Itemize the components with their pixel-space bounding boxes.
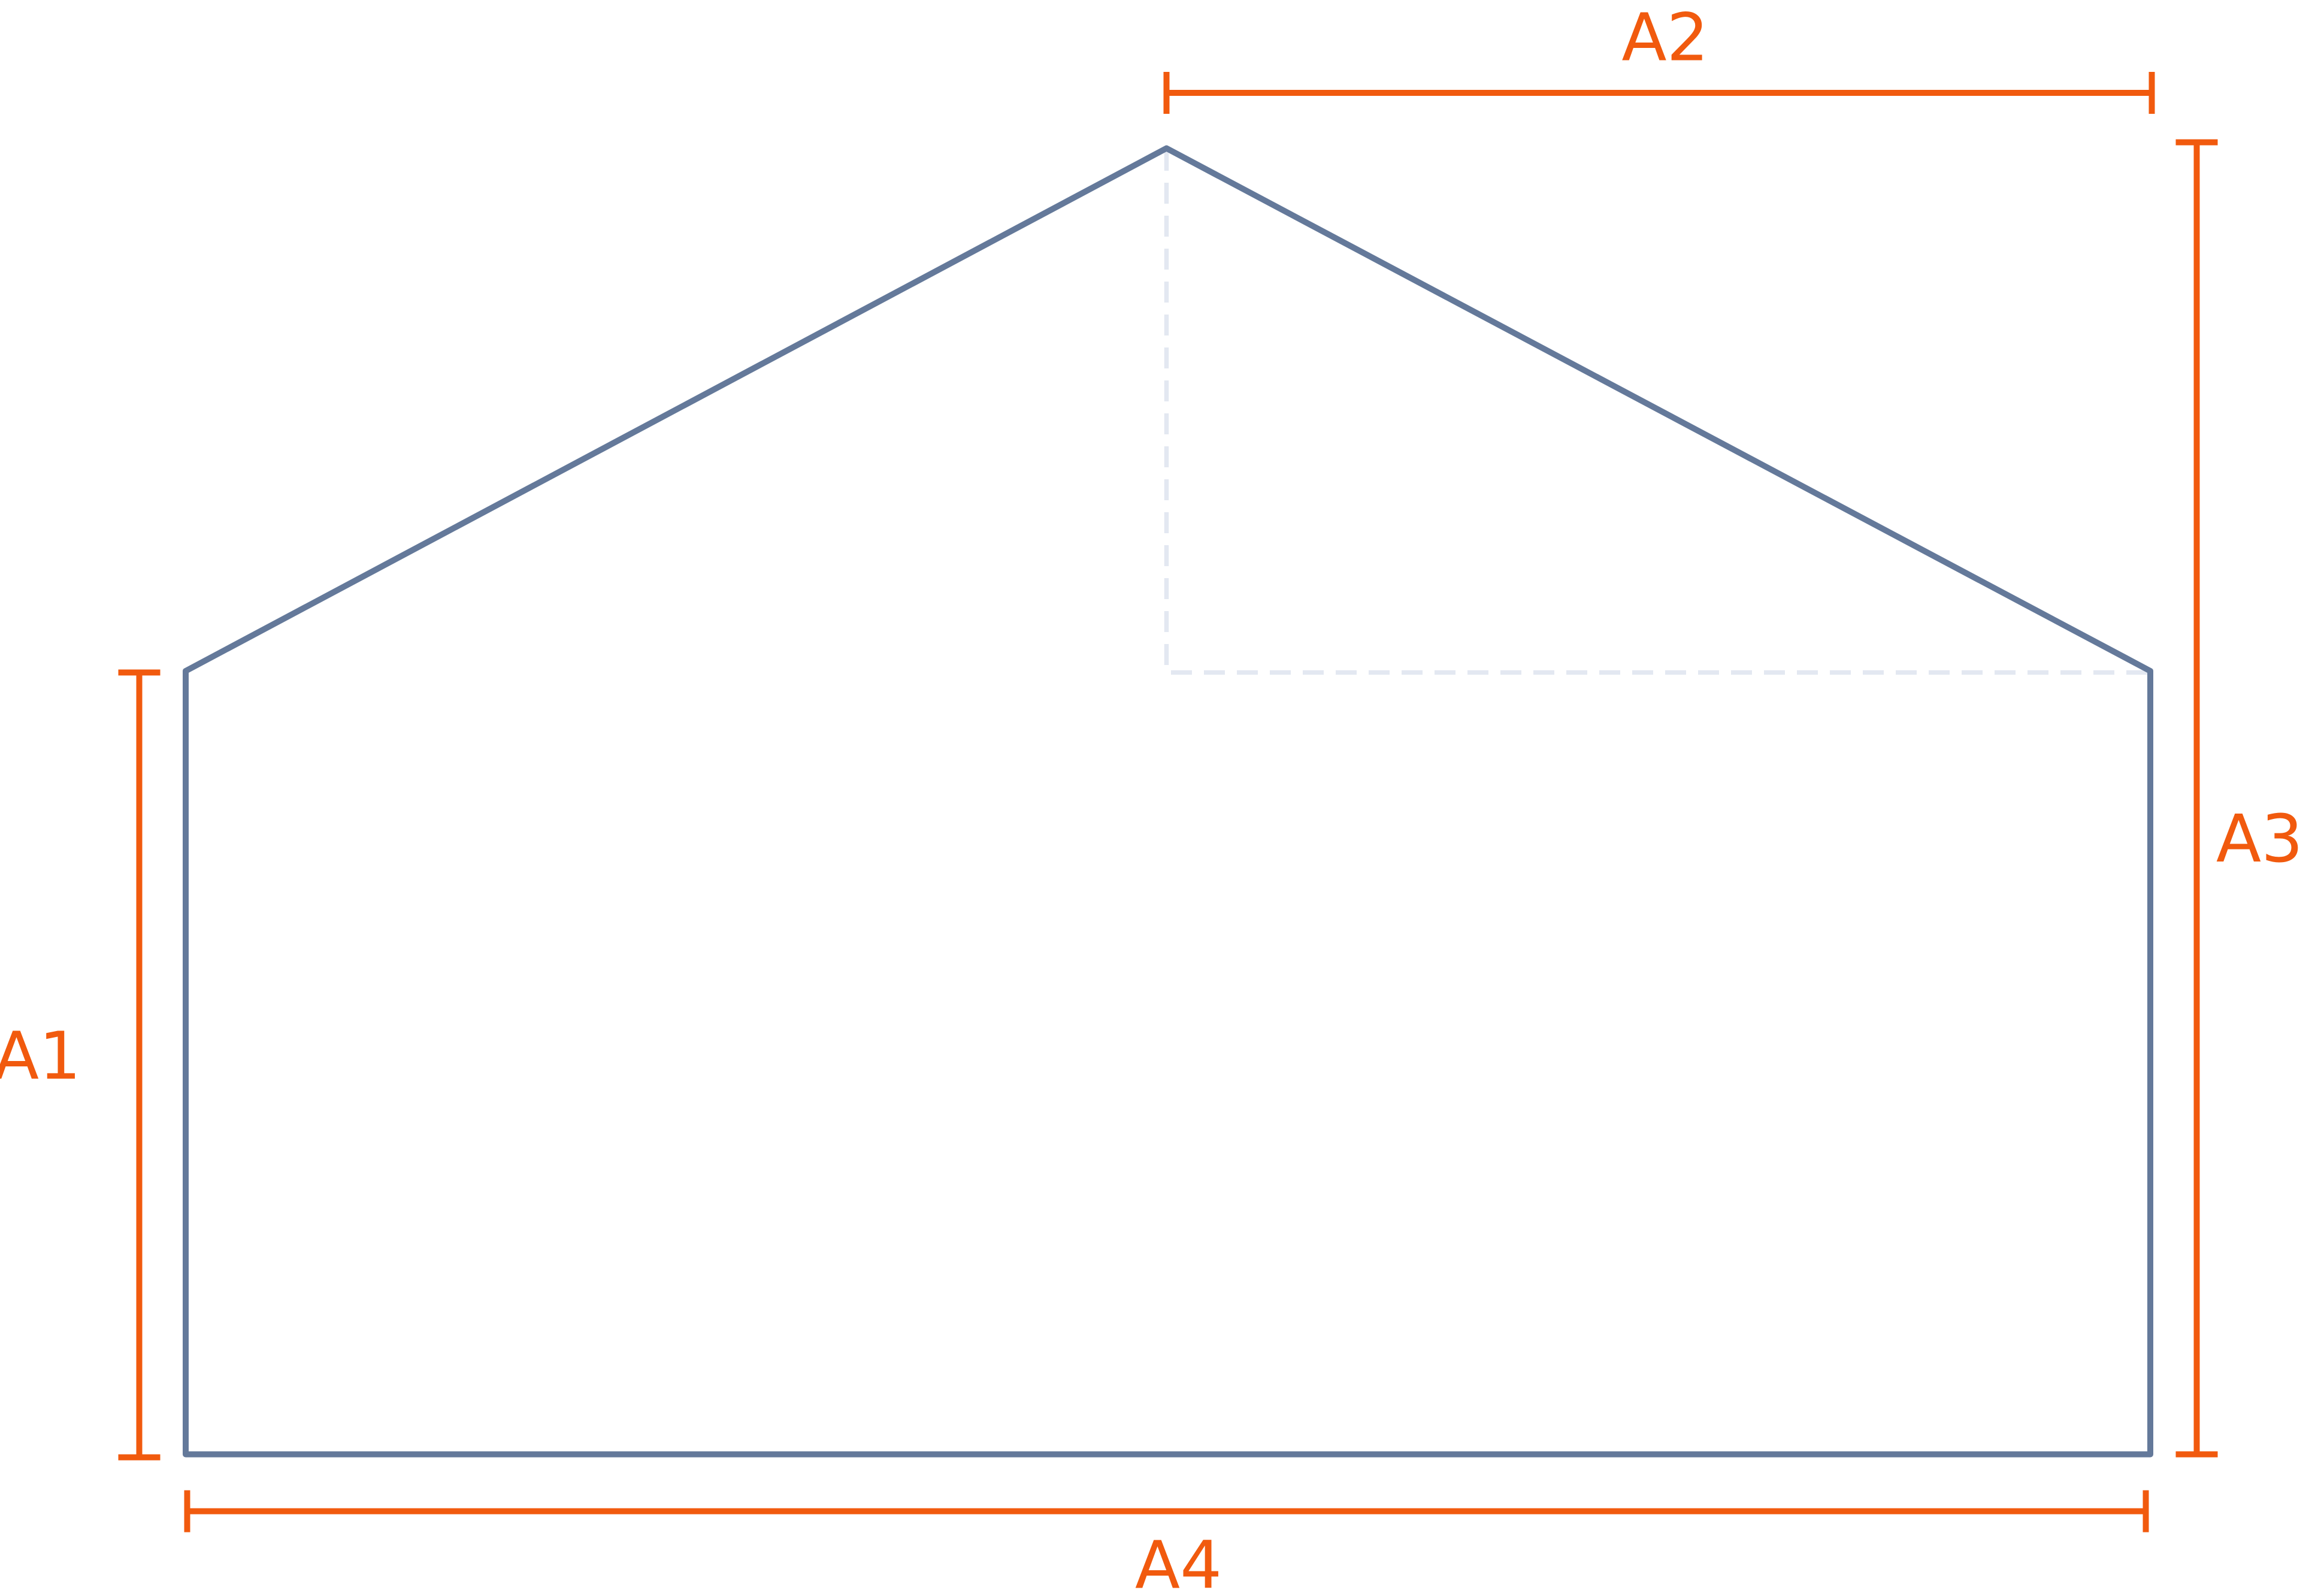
dimension-label: A4 <box>1135 1527 1222 1596</box>
dimension-a1: A1 <box>0 669 161 1461</box>
dimension-label: A3 <box>2216 800 2303 877</box>
dimension-line <box>118 669 161 1461</box>
dimension-line <box>184 1490 2149 1532</box>
guide-lines <box>1164 150 2150 675</box>
house-outline <box>183 145 2153 1458</box>
dimension-line <box>2175 139 2218 1458</box>
dimension-a2: A2 <box>1163 0 2155 114</box>
dimension-label: A1 <box>0 1017 81 1094</box>
dimension-a3: A3 <box>2175 139 2303 1458</box>
dimension-line <box>1163 72 2155 114</box>
dimension-a4: A4 <box>184 1490 2149 1596</box>
dimension-label: A2 <box>1621 0 1708 75</box>
